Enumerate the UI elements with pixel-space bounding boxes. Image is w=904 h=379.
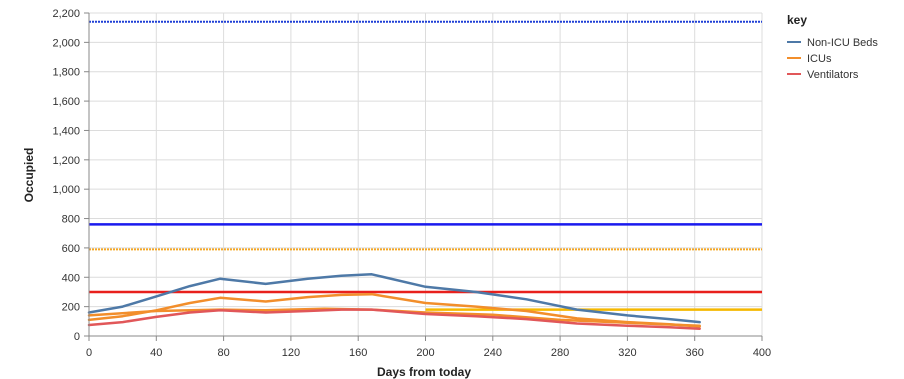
x-tick-label: 200 bbox=[416, 347, 434, 359]
series-line bbox=[87, 308, 701, 330]
y-tick-label: 1,800 bbox=[52, 67, 80, 79]
x-tick-label: 280 bbox=[551, 347, 569, 359]
axes: Days from today Occupied 0 40 80 120 160 200 2… bbox=[22, 8, 771, 379]
y-axis-title: Occupied bbox=[22, 148, 36, 203]
x-tick-label: 360 bbox=[686, 347, 704, 359]
y-tick-label: 2,200 bbox=[52, 8, 80, 20]
x-tick-label: 0 bbox=[86, 347, 92, 359]
y-tick-label: 1,200 bbox=[52, 155, 80, 167]
series-line bbox=[87, 292, 701, 328]
legend-label: ICUs bbox=[807, 53, 832, 65]
y-tick-label: 200 bbox=[62, 302, 80, 314]
series-lines bbox=[87, 273, 701, 330]
x-tick-label: 320 bbox=[618, 347, 636, 359]
y-tick-label: 0 bbox=[74, 331, 80, 343]
x-tick-label: 80 bbox=[217, 347, 229, 359]
series-line bbox=[87, 273, 701, 324]
legend-label: Ventilators bbox=[807, 69, 859, 81]
legend-title: key bbox=[787, 13, 807, 27]
y-tick-label: 400 bbox=[62, 272, 80, 284]
x-tick-label: 120 bbox=[282, 347, 300, 359]
legend-label: Non-ICU Beds bbox=[807, 37, 878, 49]
reference-lines bbox=[89, 20, 762, 311]
y-tick-label: 600 bbox=[62, 243, 80, 255]
y-tick-label: 1,000 bbox=[52, 184, 80, 196]
y-tick-label: 800 bbox=[62, 214, 80, 226]
x-tick-label: 400 bbox=[753, 347, 771, 359]
x-tick-label: 40 bbox=[150, 347, 162, 359]
y-tick-label: 2,000 bbox=[52, 37, 80, 49]
legend: key Non-ICU Beds ICUs Ventilators bbox=[787, 13, 878, 81]
x-axis-title: Days from today bbox=[377, 365, 471, 379]
x-tick-label: 240 bbox=[484, 347, 502, 359]
x-tick-label: 160 bbox=[349, 347, 367, 359]
y-tick-label: 1,600 bbox=[52, 96, 80, 108]
y-tick-label: 1,400 bbox=[52, 125, 80, 137]
